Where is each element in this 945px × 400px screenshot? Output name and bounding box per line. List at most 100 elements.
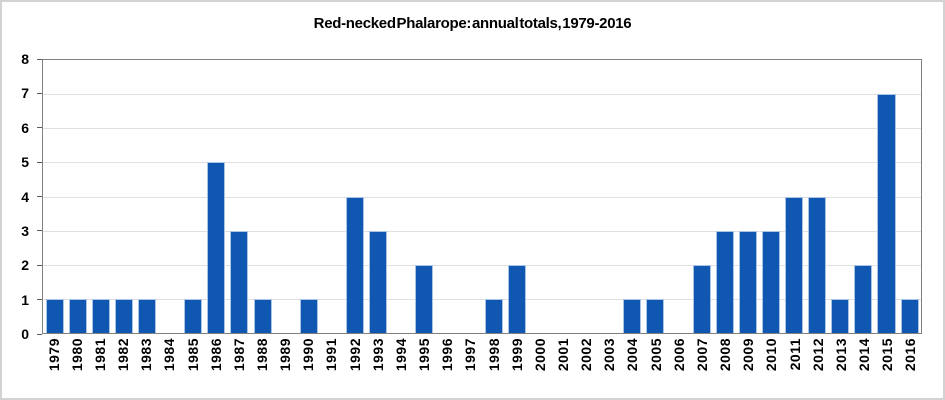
x-tick-label-1996: 1996 xyxy=(439,338,456,372)
y-tick-label-5: 5 xyxy=(21,154,29,171)
x-tick-label-1993: 1993 xyxy=(369,338,386,372)
x-tick-label-2014: 2014 xyxy=(856,338,873,372)
bar-1990 xyxy=(299,298,318,333)
bar-slot-2009 xyxy=(736,60,759,333)
x-tick-label-1992: 1992 xyxy=(346,338,363,372)
x-tick-cell-2008: 2008 xyxy=(714,338,737,396)
x-tick-cell-1980: 1980 xyxy=(65,338,88,396)
x-tick-label-1987: 1987 xyxy=(230,338,247,372)
bar-slot-2000 xyxy=(528,60,551,333)
x-tick-label-1990: 1990 xyxy=(300,338,317,372)
x-tick-cell-2001: 2001 xyxy=(551,338,574,396)
bar-1987 xyxy=(230,230,249,333)
x-tick-cell-1981: 1981 xyxy=(88,338,111,396)
bar-2005 xyxy=(646,298,665,333)
x-tick-cell-1991: 1991 xyxy=(320,338,343,396)
x-tick-label-2008: 2008 xyxy=(717,338,734,372)
bar-2014 xyxy=(854,264,873,333)
y-axis: 0 1 2 3 4 5 6 7 8 xyxy=(2,51,42,342)
x-tick-cell-2002: 2002 xyxy=(575,338,598,396)
x-tick-cell-2007: 2007 xyxy=(690,338,713,396)
bar-1995 xyxy=(415,264,434,333)
x-tick-label-1982: 1982 xyxy=(115,338,132,372)
bar-slot-2015 xyxy=(875,60,898,333)
x-tick-label-2006: 2006 xyxy=(670,338,687,372)
y-tick-6 xyxy=(37,127,42,129)
y-tick-0 xyxy=(37,333,42,335)
x-tick-cell-2011: 2011 xyxy=(783,338,806,396)
bar-2009 xyxy=(738,230,757,333)
x-tick-cell-1992: 1992 xyxy=(343,338,366,396)
x-tick-label-1998: 1998 xyxy=(485,338,502,372)
gridline-1 xyxy=(43,298,921,300)
bar-slot-2014 xyxy=(852,60,875,333)
x-tick-label-1980: 1980 xyxy=(68,338,85,372)
bar-slot-1993 xyxy=(367,60,390,333)
bar-slot-1995 xyxy=(413,60,436,333)
bar-slot-1986 xyxy=(205,60,228,333)
y-tick-label-3: 3 xyxy=(21,222,29,239)
x-tick-label-1999: 1999 xyxy=(508,338,525,372)
y-tick-7 xyxy=(37,92,42,94)
x-tick-label-1989: 1989 xyxy=(277,338,294,372)
x-tick-cell-1989: 1989 xyxy=(274,338,297,396)
bar-slot-1980 xyxy=(66,60,89,333)
bar-2015 xyxy=(877,94,896,333)
bar-slot-1991 xyxy=(320,60,343,333)
x-axis: 1979 1980 1981 1982 1983 1984 1985 1986 1987 1988… xyxy=(42,338,922,396)
x-tick-label-2010: 2010 xyxy=(763,338,780,372)
x-tick-label-1981: 1981 xyxy=(91,338,108,372)
bar-1982 xyxy=(114,298,133,333)
x-tick-label-2003: 2003 xyxy=(601,338,618,372)
x-tick-label-2009: 2009 xyxy=(740,338,757,372)
x-tick-label-1983: 1983 xyxy=(138,338,155,372)
y-tick-label-4: 4 xyxy=(21,188,29,205)
x-tick-label-2013: 2013 xyxy=(832,338,849,372)
x-tick-label-1979: 1979 xyxy=(45,338,62,372)
x-tick-cell-1994: 1994 xyxy=(389,338,412,396)
bar-slot-2006 xyxy=(667,60,690,333)
y-tick-label-2: 2 xyxy=(21,257,29,274)
x-tick-cell-1985: 1985 xyxy=(181,338,204,396)
x-tick-label-1986: 1986 xyxy=(207,338,224,372)
y-tick-1 xyxy=(37,299,42,301)
gridline-4 xyxy=(43,196,921,198)
y-tick-2 xyxy=(37,264,42,266)
x-tick-cell-2000: 2000 xyxy=(528,338,551,396)
y-tick-label-8: 8 xyxy=(21,51,29,67)
y-tick-label-1: 1 xyxy=(21,291,29,308)
x-tick-cell-1998: 1998 xyxy=(482,338,505,396)
bar-1999 xyxy=(507,264,526,333)
x-tick-label-2001: 2001 xyxy=(555,338,572,372)
bar-1981 xyxy=(91,298,110,333)
bar-slot-2011 xyxy=(783,60,806,333)
bar-2012 xyxy=(808,196,827,333)
x-tick-cell-1997: 1997 xyxy=(459,338,482,396)
x-tick-label-2007: 2007 xyxy=(693,338,710,372)
x-tick-cell-2003: 2003 xyxy=(598,338,621,396)
x-tick-cell-1996: 1996 xyxy=(436,338,459,396)
x-tick-label-1995: 1995 xyxy=(416,338,433,372)
x-tick-cell-1993: 1993 xyxy=(366,338,389,396)
bar-slot-2003 xyxy=(598,60,621,333)
x-tick-cell-2005: 2005 xyxy=(644,338,667,396)
bar-1992 xyxy=(345,196,364,333)
bar-2013 xyxy=(831,298,850,333)
x-tick-label-2004: 2004 xyxy=(624,338,641,372)
x-tick-label-1994: 1994 xyxy=(392,338,409,372)
bar-slot-2001 xyxy=(551,60,574,333)
chart-title: Red-necked Phalarope: annual totals, 197… xyxy=(313,15,632,32)
bar-slot-1999 xyxy=(505,60,528,333)
bar-2004 xyxy=(623,298,642,333)
bar-slot-2010 xyxy=(759,60,782,333)
y-tick-4 xyxy=(37,196,42,197)
bar-slot-2005 xyxy=(644,60,667,333)
x-tick-label-2005: 2005 xyxy=(647,338,664,372)
bar-slot-1982 xyxy=(112,60,135,333)
gridline-5 xyxy=(43,162,921,164)
x-tick-cell-2006: 2006 xyxy=(667,338,690,396)
y-tick-3 xyxy=(37,230,42,232)
y-tick-8 xyxy=(37,58,42,60)
x-tick-cell-1990: 1990 xyxy=(297,338,320,396)
bar-2007 xyxy=(692,264,711,333)
